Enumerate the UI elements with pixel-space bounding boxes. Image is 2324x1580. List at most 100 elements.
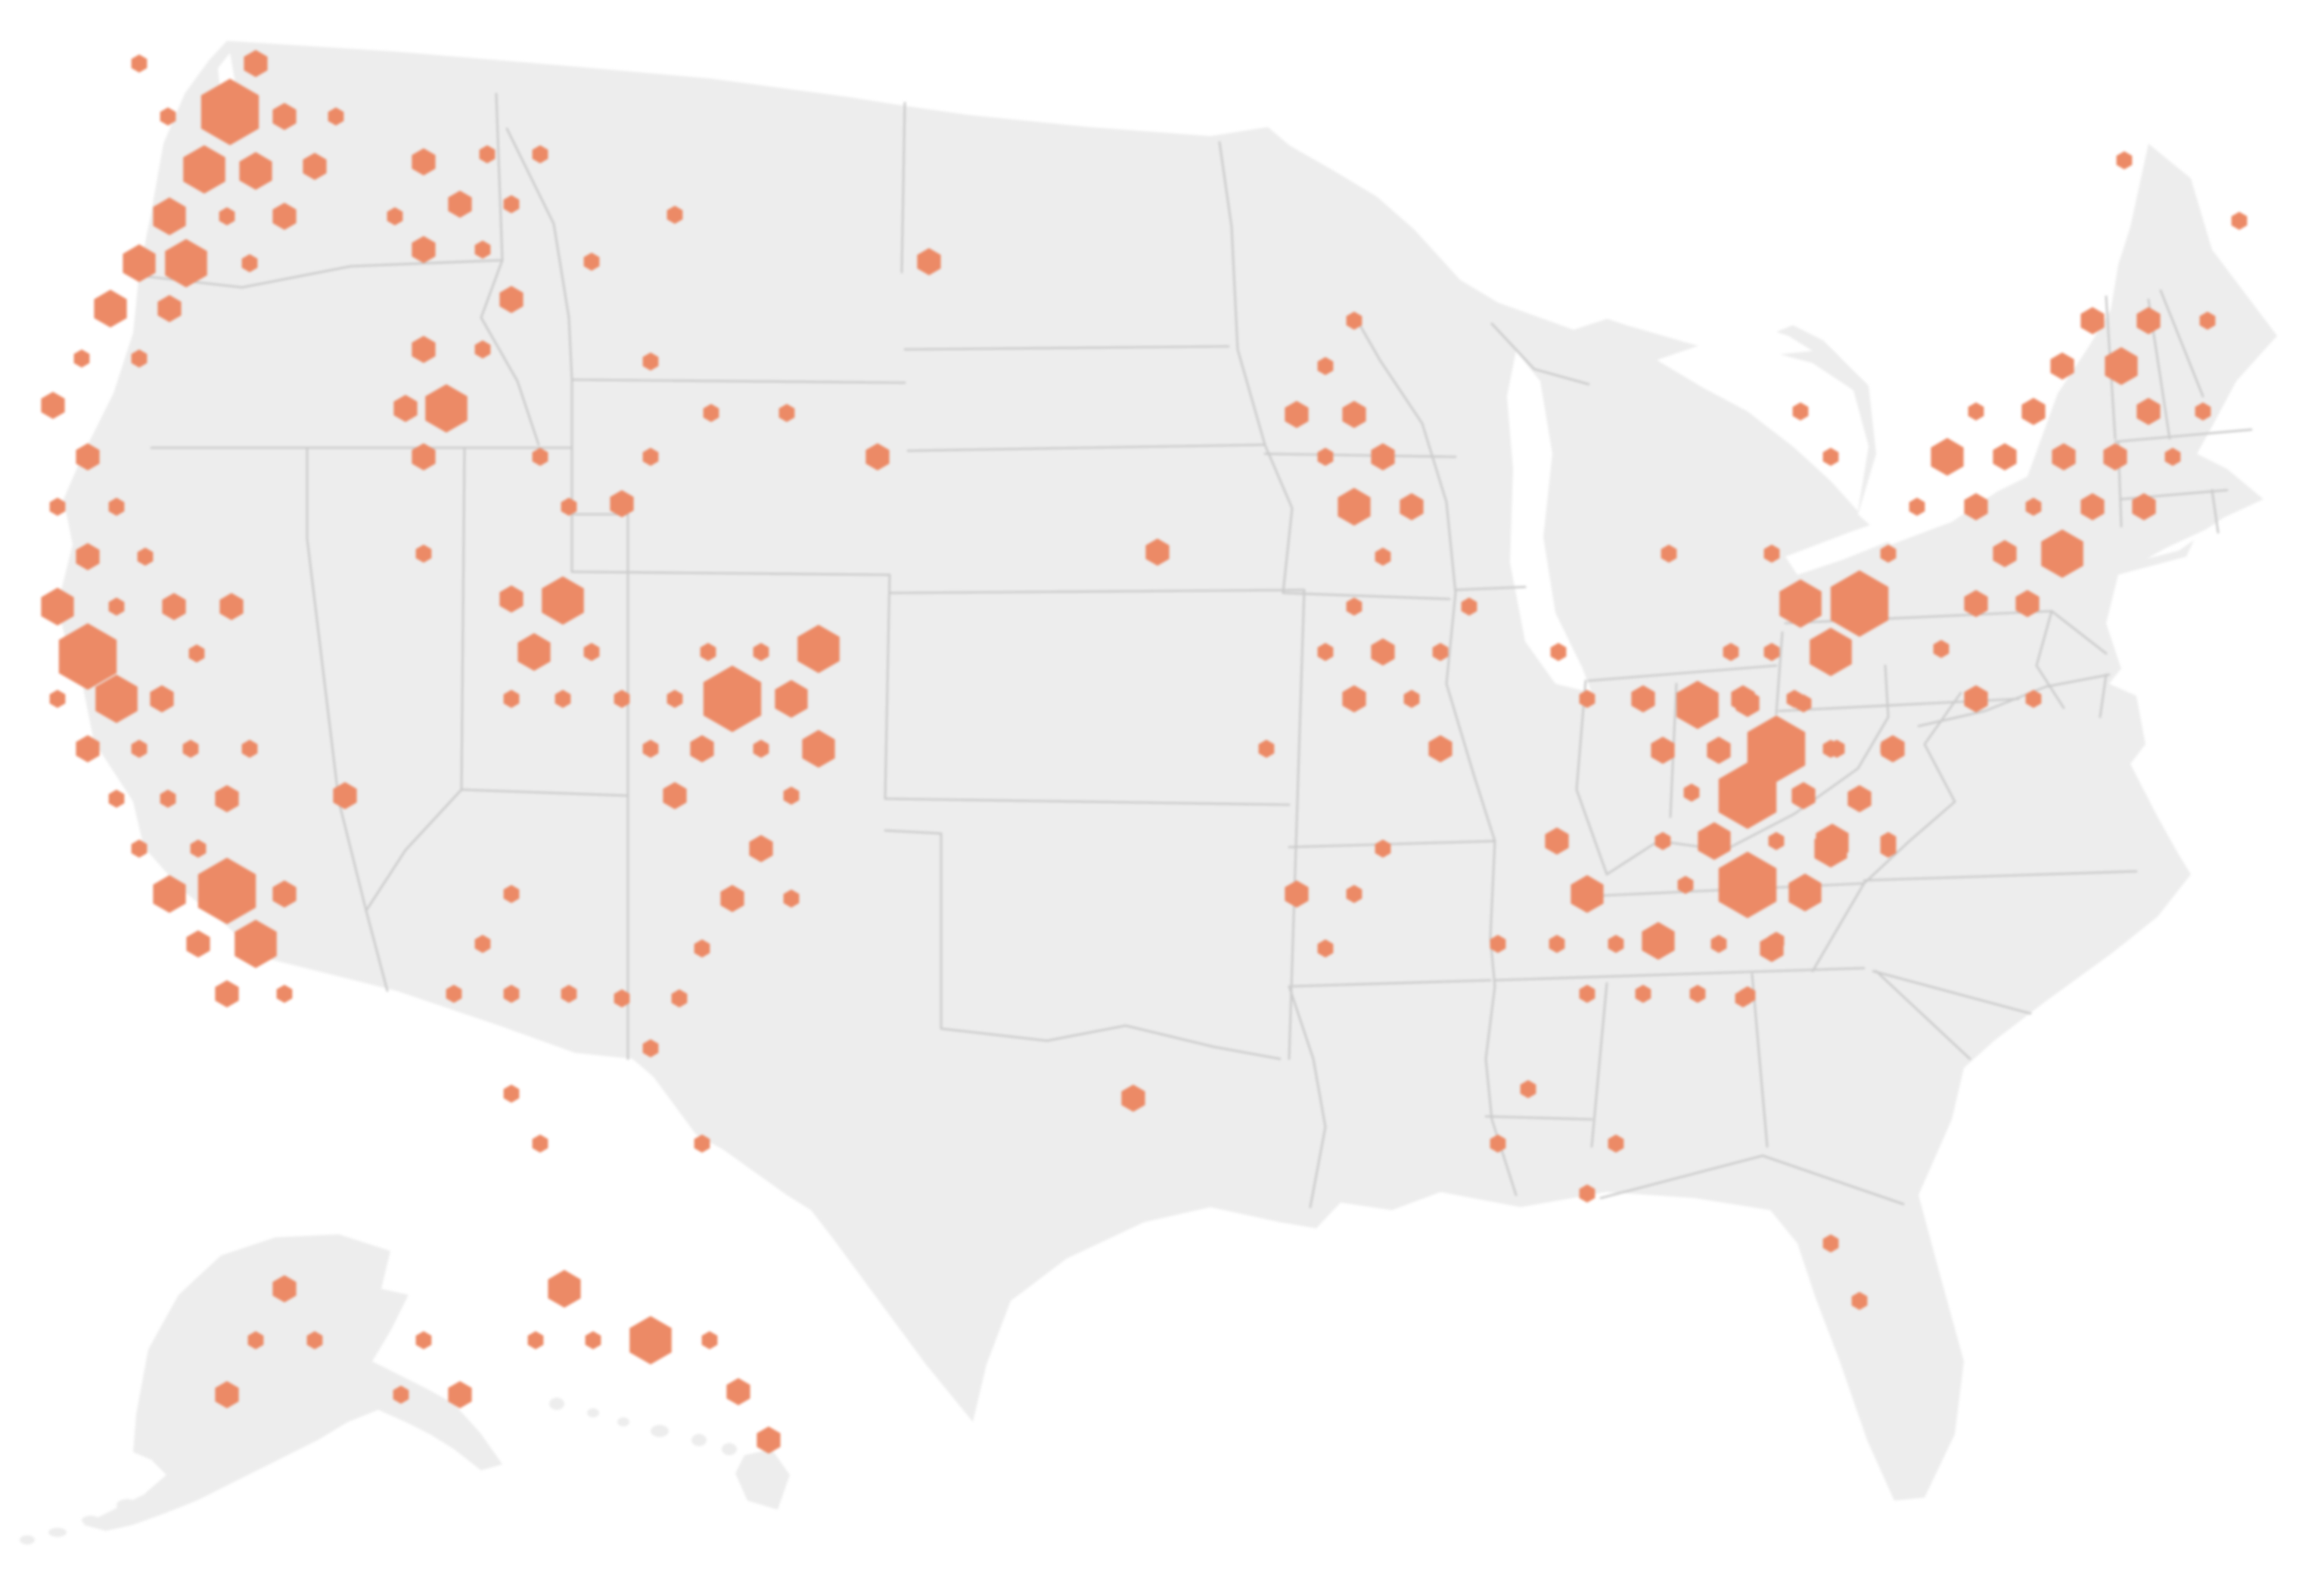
hex-marker[interactable] [239, 152, 272, 190]
hex-marker[interactable] [614, 989, 630, 1007]
hex-marker[interactable] [701, 1331, 718, 1349]
hex-marker[interactable] [448, 191, 472, 218]
hex-marker[interactable] [1822, 740, 1839, 758]
hex-marker[interactable] [1631, 685, 1655, 712]
hex-marker[interactable] [1830, 570, 1889, 637]
hex-marker[interactable] [1342, 401, 1366, 428]
hex-marker[interactable] [479, 145, 496, 163]
hex-marker[interactable] [2021, 398, 2046, 425]
hex-marker[interactable] [499, 585, 524, 613]
hex-marker[interactable] [1676, 681, 1719, 729]
hex-marker[interactable] [412, 148, 436, 175]
hex-marker[interactable] [503, 885, 520, 903]
hex-marker[interactable] [165, 239, 207, 287]
hex-marker[interactable] [720, 885, 744, 912]
hex-marker[interactable] [1880, 840, 1897, 858]
hex-marker[interactable] [1342, 685, 1366, 712]
hex-marker[interactable] [415, 1331, 432, 1349]
hex-marker[interactable] [749, 835, 773, 862]
hex-marker[interactable] [448, 1381, 472, 1408]
hex-marker[interactable] [1579, 1184, 1595, 1203]
hex-marker[interactable] [1710, 935, 1727, 953]
hex-marker[interactable] [1718, 852, 1777, 918]
hex-marker[interactable] [186, 930, 210, 958]
hex-marker[interactable] [1822, 1234, 1839, 1253]
hex-marker[interactable] [1651, 737, 1675, 764]
hex-marker[interactable] [561, 985, 577, 1003]
hex-marker[interactable] [1964, 493, 1988, 520]
hex-marker[interactable] [1779, 579, 1822, 628]
hex-marker[interactable] [703, 666, 762, 732]
hex-marker[interactable] [73, 349, 90, 368]
hex-marker[interactable] [412, 336, 436, 363]
hex-marker[interactable] [1792, 790, 1809, 808]
hex-marker[interactable] [1608, 1135, 1624, 1153]
hex-marker[interactable] [778, 404, 795, 422]
hex-marker[interactable] [153, 197, 186, 235]
hex-marker[interactable] [1317, 643, 1334, 661]
hex-marker[interactable] [1338, 488, 1371, 526]
hex-marker[interactable] [446, 985, 462, 1003]
hex-marker[interactable] [542, 576, 584, 625]
hex-marker[interactable] [2080, 493, 2105, 520]
hex-marker[interactable] [917, 248, 941, 275]
hex-marker[interactable] [2199, 312, 2216, 330]
hex-marker[interactable] [1545, 827, 1569, 855]
hex-marker[interactable] [2132, 493, 2156, 520]
hex-marker[interactable] [1723, 643, 1739, 661]
hex-marker[interactable] [474, 340, 491, 359]
hex-marker[interactable] [1317, 448, 1334, 466]
hex-marker[interactable] [1346, 885, 1362, 903]
hex-marker[interactable] [247, 1331, 264, 1349]
hex-marker[interactable] [1683, 784, 1700, 802]
hex-marker[interactable] [527, 1331, 544, 1349]
hex-marker[interactable] [1933, 640, 1950, 658]
hex-marker[interactable] [1258, 740, 1275, 758]
hex-marker[interactable] [95, 675, 138, 723]
hex-marker[interactable] [241, 254, 258, 272]
hex-marker[interactable] [1371, 443, 1395, 470]
hex-marker[interactable] [131, 349, 148, 368]
hex-marker[interactable] [1121, 1085, 1145, 1112]
hex-marker[interactable] [2116, 151, 2133, 169]
hex-marker[interactable] [1747, 716, 1806, 782]
hex-marker[interactable] [412, 443, 436, 470]
hex-marker[interactable] [1375, 548, 1391, 566]
hex-marker[interactable] [415, 545, 432, 563]
hex-marker[interactable] [503, 985, 520, 1003]
hex-marker[interactable] [1346, 312, 1362, 330]
hex-marker[interactable] [49, 690, 66, 708]
hex-marker[interactable] [215, 785, 239, 812]
hex-marker[interactable] [700, 643, 716, 661]
hex-marker[interactable] [1814, 830, 1847, 868]
hex-marker[interactable] [1698, 822, 1731, 860]
hex-marker[interactable] [503, 1085, 520, 1103]
hex-marker[interactable] [583, 643, 600, 661]
hex-marker[interactable] [548, 1270, 581, 1308]
hex-marker[interactable] [1788, 874, 1822, 911]
hex-marker[interactable] [160, 107, 176, 126]
hex-marker[interactable] [2136, 307, 2161, 334]
hex-marker[interactable] [1707, 737, 1731, 764]
hex-marker[interactable] [757, 1426, 781, 1454]
hex-marker[interactable] [1549, 935, 1565, 953]
hex-marker[interactable] [58, 623, 117, 690]
hex-marker[interactable] [642, 352, 659, 371]
hex-marker[interactable] [41, 588, 74, 625]
hex-marker[interactable] [1822, 448, 1839, 466]
hex-marker[interactable] [1768, 832, 1785, 850]
hex-marker[interactable] [1993, 443, 2017, 470]
hex-marker[interactable] [2103, 443, 2127, 470]
hex-marker[interactable] [1760, 935, 1784, 962]
hex-marker[interactable] [157, 295, 182, 322]
hex-marker[interactable] [197, 858, 256, 924]
hex-marker[interactable] [1642, 922, 1675, 960]
hex-marker[interactable] [2231, 212, 2248, 230]
hex-marker[interactable] [1461, 598, 1477, 616]
hex-marker[interactable] [219, 207, 235, 225]
hex-marker[interactable] [2195, 402, 2211, 421]
hex-marker[interactable] [663, 782, 687, 809]
hex-marker[interactable] [2080, 307, 2105, 334]
hex-marker[interactable] [1571, 875, 1604, 913]
hex-marker[interactable] [2136, 398, 2161, 425]
